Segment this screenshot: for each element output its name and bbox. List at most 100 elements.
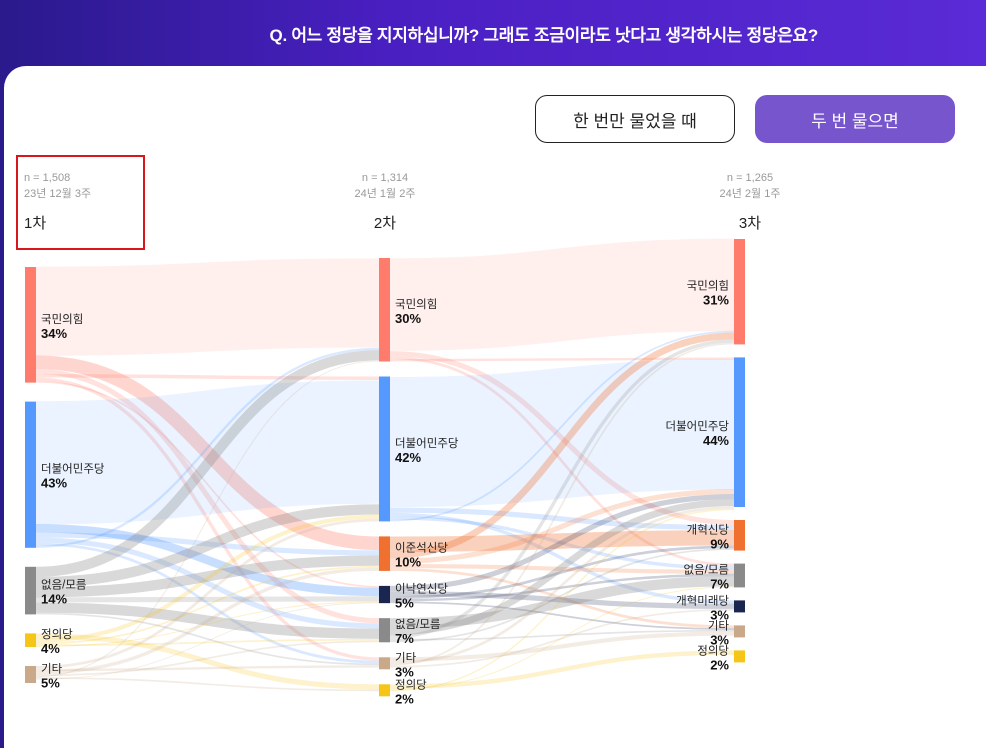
flow-w2_justice-to-w3_justice — [389, 650, 735, 689]
flow-w2_nak-to-w3_future — [389, 591, 735, 609]
wave-1-header: n = 1,508 23년 12월 3주 1차 — [24, 170, 91, 233]
flow-w2_justice-to-w3_none — [389, 586, 735, 690]
flow-w2_none-to-w3_none — [389, 576, 735, 629]
flow-w2_nak-to-w3_other — [389, 601, 735, 630]
flow-w2_other-to-w3_other — [389, 631, 735, 662]
sankey-nodes: 국민의힘34%더불어민주당43%없음/모름14%정의당4%기타5%국민의힘30%… — [25, 239, 745, 706]
flow-w1_justice-to-w2_none — [35, 638, 380, 646]
flow-w1_justice-to-w2_nak — [35, 601, 380, 648]
node-label-w2_lee: 이준석신당 — [395, 542, 448, 555]
node-pct-w2_justice: 2% — [395, 691, 414, 706]
node-bar-w2_dem[interactable] — [379, 376, 390, 522]
flow-w1_justice-to-w2_dem — [35, 514, 380, 643]
flow-w1_ppp-to-w2_dem — [35, 374, 380, 380]
wave-1-date: 23년 12월 3주 — [24, 188, 92, 200]
flow-w2_lee-to-w3_dem — [389, 488, 735, 564]
flow-w1_other-to-w2_none — [35, 640, 380, 677]
flow-w1_dem-to-w2_none — [35, 537, 380, 629]
node-bar-w3_dem[interactable] — [734, 357, 745, 507]
node-bar-w2_nak[interactable] — [379, 585, 390, 604]
node-label-w1_other: 기타 — [41, 663, 63, 676]
node-label-w3_future: 개혁미래당 — [676, 594, 729, 607]
flow-w1_other-to-w2_ppp — [35, 360, 380, 678]
node-pct-w3_reform: 9% — [710, 536, 729, 551]
node-pct-w3_ppp: 31% — [703, 293, 729, 308]
ask-twice-button[interactable]: 두 번 물으면 — [755, 95, 955, 143]
flow-w1_ppp-to-w2_ppp — [35, 258, 380, 356]
flow-w2_other-to-w3_ppp — [389, 342, 735, 666]
node-bar-w3_none[interactable] — [734, 563, 745, 588]
node-bar-w1_other[interactable] — [25, 666, 36, 683]
node-bar-w3_ppp[interactable] — [734, 239, 745, 345]
flow-w1_none-to-w2_none — [35, 602, 380, 639]
node-pct-w3_future: 3% — [710, 607, 729, 622]
node-pct-w2_nak: 5% — [395, 596, 414, 611]
flow-w1_other-to-w2_lee — [35, 567, 380, 675]
flow-w1_justice-to-w2_lee — [35, 565, 380, 645]
flow-w1_none-to-w2_ppp — [35, 350, 380, 578]
node-bar-w2_other[interactable] — [379, 657, 390, 670]
flow-w1_none-to-w2_lee — [35, 555, 380, 598]
flow-w2_dem-to-w3_dem — [389, 359, 735, 508]
flow-w2_lee-to-w3_other — [389, 568, 735, 629]
flow-w2_justice-to-w3_dem — [389, 508, 735, 692]
flow-w2_lee-to-w3_none — [389, 564, 735, 574]
flow-w1_dem-to-w2_lee — [35, 532, 380, 556]
chart-card — [4, 66, 986, 748]
node-bar-w2_lee[interactable] — [379, 536, 390, 571]
node-pct-w2_none: 7% — [395, 631, 414, 646]
flow-w1_other-to-w2_dem — [35, 518, 380, 669]
node-label-w2_nak: 이낙연신당 — [395, 583, 448, 596]
flow-w1_dem-to-w2_ppp — [35, 347, 380, 548]
node-label-w2_ppp: 국민의힘 — [395, 298, 437, 311]
node-bar-w3_other[interactable] — [734, 625, 745, 638]
node-pct-w1_dem: 43% — [41, 476, 67, 491]
flow-w2_lee-to-w3_reform — [389, 530, 735, 552]
node-pct-w1_ppp: 34% — [41, 326, 67, 341]
node-bar-w2_ppp[interactable] — [379, 258, 390, 362]
flow-w1_none-to-w2_nak — [35, 596, 380, 603]
header-bar: Q. 어느 정당을 지지하십니까? 그래도 조금이라도 낫다고 생각하시는 정당… — [0, 0, 986, 66]
node-label-w3_reform: 개혁신당 — [687, 523, 730, 536]
node-bar-w1_dem[interactable] — [25, 401, 36, 548]
node-label-w1_dem: 더불어민주당 — [41, 463, 105, 476]
node-bar-w2_justice[interactable] — [379, 684, 390, 697]
node-label-w1_ppp: 국민의힘 — [41, 313, 83, 326]
flow-w1_other-to-w2_justice — [35, 677, 380, 692]
node-bar-w2_none[interactable] — [379, 618, 390, 643]
wave-1-label: 1차 — [24, 215, 47, 232]
node-bar-w1_none[interactable] — [25, 566, 36, 615]
node-pct-w3_none: 7% — [710, 577, 729, 592]
flow-w1_dem-to-w2_dem — [35, 380, 380, 525]
node-bar-w1_ppp[interactable] — [25, 267, 36, 383]
wave-2-label: 2차 — [373, 215, 397, 232]
wave-3-date: 24년 2월 1주 — [719, 188, 781, 200]
flow-w2_other-to-w3_dem — [389, 505, 735, 665]
node-pct-w2_other: 3% — [395, 664, 414, 679]
node-label-w3_dem: 더불어민주당 — [666, 420, 730, 433]
node-bar-w3_justice[interactable] — [734, 650, 745, 663]
node-label-w2_none: 없음/모름 — [395, 618, 441, 631]
node-label-w3_justice: 정의당 — [697, 644, 729, 657]
wave-3-sample-size: n = 1,265 — [726, 172, 774, 184]
flow-w2_ppp-to-w3_reform — [389, 351, 735, 526]
node-label-w1_justice: 정의당 — [41, 628, 73, 641]
flow-w2_dem-to-w3_future — [389, 512, 735, 604]
node-bar-w3_future[interactable] — [734, 600, 745, 613]
node-bar-w3_reform[interactable] — [734, 520, 745, 551]
flow-w2_nak-to-w3_none — [389, 573, 735, 602]
node-pct-w1_none: 14% — [41, 592, 67, 607]
flow-w1_none-to-w2_other — [35, 612, 380, 666]
flow-w2_dem-to-w3_reform — [389, 507, 735, 531]
node-bar-w1_justice[interactable] — [25, 633, 36, 647]
wave-3-header: n = 1,265 24년 2월 1주 3차 — [710, 170, 790, 233]
flow-w2_other-to-w3_future — [389, 608, 735, 668]
ask-once-button[interactable]: 한 번만 물었을 때 — [535, 95, 735, 143]
node-pct-w2_ppp: 30% — [395, 311, 421, 326]
node-label-w2_justice: 정의당 — [395, 678, 427, 691]
node-pct-w1_justice: 4% — [41, 641, 60, 656]
flow-w2_dem-to-w3_none — [389, 516, 735, 570]
flow-w1_dem-to-w2_nak — [35, 523, 380, 597]
node-pct-w2_lee: 10% — [395, 555, 421, 570]
flow-w1_ppp-to-w2_other — [35, 377, 380, 661]
